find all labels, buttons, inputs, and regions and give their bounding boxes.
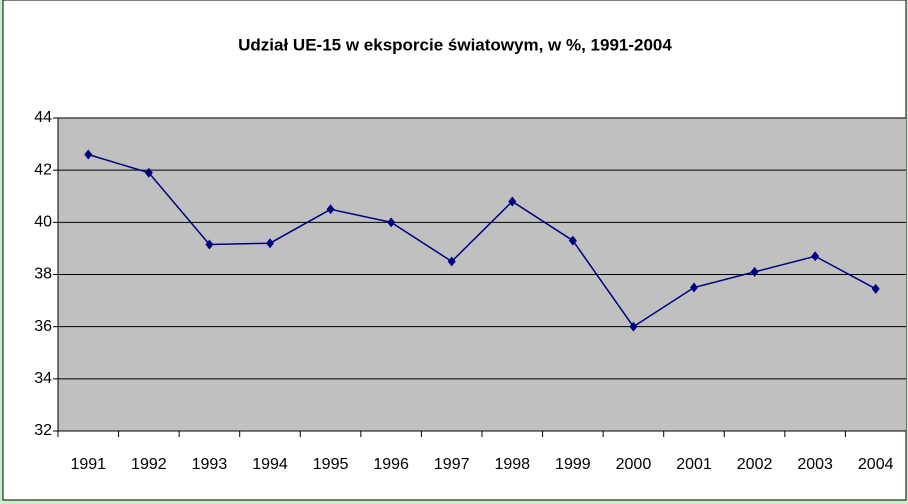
data-point [447,256,456,267]
x-tick-label: 1991 [70,456,106,473]
x-tick-label: 2001 [676,456,712,473]
y-tick-label: 40 [34,214,52,231]
y-tick-label: 32 [34,422,52,439]
x-tick-label: 1997 [434,456,470,473]
x-tick-label: 1998 [494,456,530,473]
chart-title: Udział UE-15 w eksporcie światowym, w %,… [238,35,672,54]
data-point [205,239,214,250]
data-point [750,266,759,277]
y-tick-label: 36 [34,318,52,335]
data-point [568,235,577,246]
y-tick-label: 34 [34,370,52,387]
x-tick-label: 1999 [555,456,591,473]
data-point [690,282,698,293]
x-tick-label: 2004 [858,456,894,473]
x-tick-label: 2002 [737,456,773,473]
x-tick-label: 1994 [252,456,288,473]
data-point [871,283,880,294]
data-point [811,251,820,262]
data-point [508,196,517,207]
y-tick-label: 42 [34,161,52,178]
y-tick-label: 38 [34,266,52,283]
x-tick-label: 1995 [313,456,349,473]
data-point [144,167,153,178]
x-tick-label: 2000 [616,456,652,473]
data-point [629,321,638,332]
y-tick-label: 44 [34,109,52,126]
data-point [326,204,335,215]
data-point [84,149,93,160]
x-tick-label: 1993 [192,456,228,473]
series-line [88,153,877,328]
x-tick-label: 2003 [797,456,833,473]
data-point [387,217,396,228]
x-tick-label: 1996 [373,456,409,473]
x-tick-label: 1992 [131,456,167,473]
data-point [266,238,274,249]
